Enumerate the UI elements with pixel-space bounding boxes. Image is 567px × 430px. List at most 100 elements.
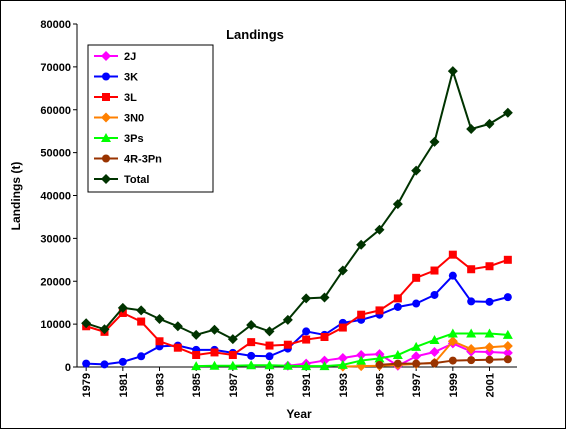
marker [101,133,111,142]
marker [430,290,439,299]
marker [467,265,476,274]
marker [503,355,512,364]
legend-label: 3K [124,72,138,84]
marker [302,335,311,344]
marker [412,299,421,308]
marker [337,359,348,369]
marker [392,349,403,359]
marker [485,262,494,271]
marker [136,305,147,316]
marker [412,273,421,282]
marker [101,112,111,123]
marker [173,343,182,352]
marker [337,265,348,276]
marker [137,317,146,326]
y-tick-label: 10000 [40,319,71,331]
x-tick-label: 1993 [338,373,350,397]
marker [356,355,367,365]
marker [101,51,111,61]
marker [466,124,477,135]
marker [246,360,257,370]
marker [484,118,495,129]
x-tick-label: 1995 [375,373,387,397]
y-tick-label: 60000 [40,105,71,117]
marker [118,357,127,366]
y-axis-label: Landings (t) [9,162,23,231]
series-line [196,332,508,368]
marker [448,271,457,280]
marker [191,361,202,371]
y-tick-label: 80000 [40,19,71,31]
marker [100,360,109,369]
marker [265,352,274,361]
marker [485,355,494,364]
marker [282,360,293,370]
chart-title: Landings [226,27,284,42]
marker [209,324,220,335]
marker [484,328,495,338]
marker [430,359,439,368]
marker [503,255,512,264]
marker [503,293,512,302]
marker [154,313,165,324]
marker [246,319,257,330]
marker [393,294,402,303]
marker [502,107,513,118]
marker [412,359,421,368]
y-tick-label: 0 [65,362,71,374]
legend-label: Total [124,174,149,186]
marker [447,336,458,347]
legend-label: 4R-3Pn [124,154,162,166]
marker [467,356,476,365]
marker [447,328,458,338]
marker [302,327,311,336]
marker [192,350,201,359]
marker [411,165,422,176]
marker [374,353,385,363]
marker [448,250,457,259]
marker [209,360,220,370]
marker [81,318,92,329]
marker [447,66,458,77]
marker [356,239,367,250]
marker [356,349,367,360]
marker [374,224,385,235]
x-tick-label: 1997 [411,373,423,397]
marker [227,360,238,370]
y-tick-label: 70000 [40,62,71,74]
x-axis-label: Year [286,407,312,421]
marker [264,360,275,370]
marker [264,326,275,337]
marker [485,297,494,306]
marker [228,350,237,359]
x-tick-label: 1999 [448,373,460,397]
y-tick-label: 20000 [40,276,71,288]
marker [484,342,495,353]
x-tick-label: 1979 [81,373,93,397]
marker [99,324,110,335]
marker [502,340,513,351]
marker [102,154,110,163]
marker [301,361,312,371]
y-tick-label: 40000 [40,191,71,203]
legend-label: 3N0 [124,113,144,125]
marker [172,321,183,332]
marker [466,343,477,354]
marker [467,297,476,306]
marker [411,341,422,351]
marker [301,293,312,304]
marker [411,351,422,362]
legend-label: 3L [124,92,137,104]
marker [101,174,111,184]
marker [320,332,329,341]
marker [118,308,127,317]
x-tick-label: 1985 [191,373,203,397]
marker [265,341,274,350]
marker [319,355,330,366]
x-tick-label: 1983 [155,373,167,397]
marker [102,72,110,81]
marker [137,352,146,361]
x-tick-label: 2001 [485,373,497,397]
marker [247,338,256,347]
